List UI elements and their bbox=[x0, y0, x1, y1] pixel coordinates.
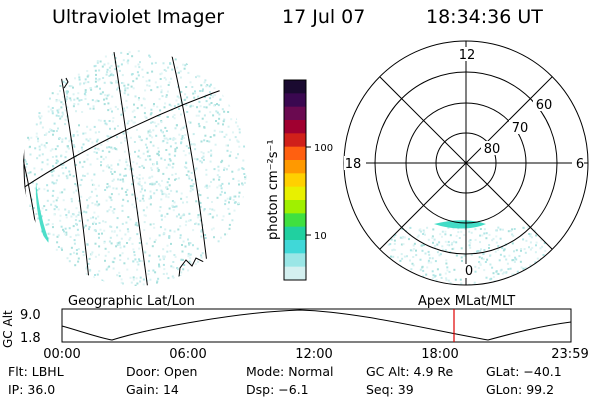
mlat-label-80: 80 bbox=[484, 142, 501, 157]
info-label: Seq: bbox=[366, 382, 394, 397]
colorbar-cell bbox=[284, 266, 306, 281]
info-gc-alt: GC Alt: 4.9 Re bbox=[366, 364, 453, 379]
noise-speckle bbox=[387, 226, 547, 285]
longitude-line bbox=[171, 55, 211, 286]
colorbar-cell bbox=[284, 80, 306, 94]
polar-panel-label: Apex MLat/MLT bbox=[418, 294, 515, 309]
xtick-label: 06:00 bbox=[169, 347, 206, 362]
info-label: GLon: bbox=[486, 382, 523, 397]
ytick-label: 1.8 bbox=[20, 331, 41, 346]
info-label: Dsp: bbox=[246, 382, 275, 397]
geographic-image bbox=[23, 50, 247, 286]
colorbar-cell bbox=[284, 200, 306, 214]
xtick-label: 18:00 bbox=[421, 347, 458, 362]
info-dsp: Dsp: −6.1 bbox=[246, 382, 309, 397]
colorbar-cell bbox=[284, 120, 306, 134]
info-value: 99.2 bbox=[526, 382, 555, 397]
colorbar-cell bbox=[284, 160, 306, 174]
info-value: 14 bbox=[162, 382, 179, 397]
observation-date: 17 Jul 07 bbox=[282, 6, 366, 28]
info-gain: Gain: 14 bbox=[126, 382, 179, 397]
info-label: GC Alt: bbox=[366, 364, 410, 379]
ytick-label: 9.0 bbox=[20, 308, 41, 323]
colorbar-cell bbox=[284, 133, 306, 148]
mlt-label-12: 12 bbox=[459, 48, 476, 63]
geographic-panel-label: Geographic Lat/Lon bbox=[68, 294, 195, 309]
instrument-title: Ultraviolet Imager bbox=[52, 6, 225, 28]
colorbar-cell bbox=[284, 226, 306, 241]
colorbar-cell bbox=[284, 146, 306, 161]
info-ip: IP: 36.0 bbox=[8, 382, 55, 397]
xtick-label: 00:00 bbox=[43, 347, 80, 362]
longitude-line bbox=[23, 67, 31, 201]
xtick-label: 12:00 bbox=[295, 347, 332, 362]
info-value: 4.9 Re bbox=[413, 364, 454, 379]
info-label: GLat: bbox=[486, 364, 520, 379]
colorbar-tick-label: 10 bbox=[314, 231, 327, 242]
info-label: Gain: bbox=[126, 382, 159, 397]
info-value: 36.0 bbox=[27, 382, 56, 397]
info-label: Door: bbox=[126, 364, 161, 379]
longitude-line bbox=[113, 51, 149, 286]
coastline bbox=[63, 77, 69, 89]
coastline bbox=[177, 257, 209, 286]
longitude-line bbox=[57, 57, 91, 286]
xtick-label: 23:59 bbox=[551, 347, 588, 362]
polar-plot: 12 18 6 0 60 70 80 bbox=[343, 40, 589, 286]
colorbar-tick-label: 100 bbox=[314, 143, 333, 154]
info-door: Door: Open bbox=[126, 364, 197, 379]
altitude-curve bbox=[61, 309, 572, 341]
info-mode: Mode: Normal bbox=[246, 364, 334, 379]
info-label: Flt: bbox=[8, 364, 28, 379]
mlat-label-70: 70 bbox=[512, 121, 529, 136]
colorbar-cell bbox=[284, 240, 306, 254]
info-value: −40.1 bbox=[523, 364, 562, 379]
aurora-band bbox=[35, 182, 49, 244]
info-label: Mode: bbox=[246, 364, 285, 379]
colorbar: 100 10 photon cm⁻²s⁻¹ bbox=[266, 79, 333, 281]
y-axis-label: GC Alt bbox=[1, 310, 15, 348]
colorbar-cell bbox=[284, 253, 306, 268]
colorbar-cell bbox=[284, 106, 306, 121]
colorbar-cell bbox=[284, 213, 306, 228]
colorbar-cell bbox=[284, 93, 306, 108]
info-label: IP: bbox=[8, 382, 24, 397]
colorbar-cell bbox=[284, 186, 306, 201]
latitude-line bbox=[23, 79, 247, 191]
noise-speckle bbox=[23, 50, 247, 286]
info-value: Normal bbox=[288, 364, 334, 379]
mlat-label-60: 60 bbox=[536, 98, 553, 113]
info-value: −6.1 bbox=[278, 382, 309, 397]
colorbar-unit-label: photon cm⁻²s⁻¹ bbox=[266, 139, 281, 240]
info-value: 39 bbox=[397, 382, 414, 397]
info-seq: Seq: 39 bbox=[366, 382, 414, 397]
info-value: LBHL bbox=[31, 364, 64, 379]
info-glat: GLat: −40.1 bbox=[486, 364, 562, 379]
mlt-label-6: 6 bbox=[576, 157, 584, 172]
mlt-label-18: 18 bbox=[345, 157, 362, 172]
mlt-label-0: 0 bbox=[465, 264, 473, 279]
info-glon: GLon: 99.2 bbox=[486, 382, 554, 397]
orbit-altitude-plot: 9.0 1.8 GC Alt 00:00 06:00 12:00 18:00 2… bbox=[1, 308, 589, 362]
observation-time: 18:34:36 UT bbox=[426, 6, 543, 28]
info-value: Open bbox=[164, 364, 198, 379]
colorbar-cell bbox=[284, 173, 306, 188]
info-filter: Flt: LBHL bbox=[8, 364, 64, 379]
